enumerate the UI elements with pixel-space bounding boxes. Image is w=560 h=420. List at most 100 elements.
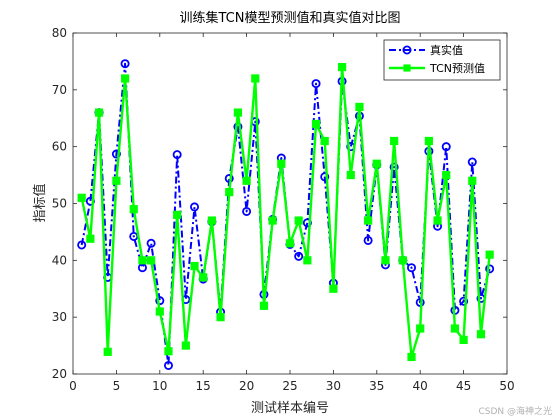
data-point (190, 202, 200, 212)
data-point (164, 347, 173, 356)
x-tick-label: 25 (282, 379, 297, 393)
data-point (468, 176, 477, 185)
legend-item: 真实值 (389, 43, 463, 57)
data-point (294, 216, 303, 225)
legend-box (383, 39, 501, 81)
watermark: CSDN @海神之光 (478, 405, 552, 417)
x-tick-label: 45 (456, 379, 471, 393)
data-point (181, 341, 190, 350)
legend-items: 真实值 TCN预测值 (389, 43, 485, 75)
data-point (173, 210, 182, 219)
data-point (363, 235, 373, 245)
y-tick-label: 30 (52, 310, 67, 324)
data-point (311, 119, 321, 129)
data-point (416, 324, 425, 333)
legend-label: 真实值 (430, 43, 463, 57)
data-point (120, 74, 130, 83)
data-point (268, 216, 277, 225)
data-point (233, 108, 243, 117)
data-point (147, 256, 156, 265)
y-tick-label: 80 (52, 26, 67, 40)
data-point (77, 240, 87, 250)
data-point (94, 108, 104, 117)
data-point (320, 136, 329, 146)
data-point (407, 352, 416, 362)
data-point (485, 250, 494, 259)
data-point (390, 136, 399, 146)
x-axis-label: 测试样本编号 (251, 401, 329, 416)
data-point (311, 79, 321, 89)
data-point (242, 206, 252, 216)
data-point (450, 324, 460, 333)
data-point (441, 142, 451, 152)
data-point (155, 296, 165, 306)
legend: 真实值 TCN预测值 (383, 39, 501, 81)
x-tick-label: 10 (152, 379, 167, 393)
data-point (459, 335, 468, 344)
chart-title: 训练集TCN模型预测值和真实值对比图 (180, 10, 401, 26)
data-point (337, 63, 347, 72)
data-point (398, 256, 407, 265)
y-tick-label: 70 (52, 83, 67, 97)
x-tick-label: 35 (369, 379, 384, 393)
data-point (442, 170, 451, 180)
y-tick-label: 50 (52, 197, 67, 211)
data-point (146, 238, 156, 248)
data-point (459, 296, 469, 306)
data-point (172, 150, 182, 160)
data-point (207, 216, 216, 225)
legend-item: TCN预测值 (389, 62, 485, 75)
data-point (86, 234, 95, 243)
legend-swatch-marker (402, 45, 412, 55)
data-point (277, 159, 286, 168)
data-point (476, 330, 486, 339)
data-point (381, 256, 390, 265)
data-point (407, 263, 417, 273)
data-point (120, 59, 130, 69)
series-layer (77, 59, 495, 370)
data-point (294, 251, 304, 261)
data-point (199, 273, 208, 282)
legend-label: TCN预测值 (429, 62, 485, 75)
x-tick-label: 50 (499, 379, 514, 393)
data-point (364, 216, 373, 225)
x-tick-label: 5 (113, 379, 121, 393)
x-tick-label: 40 (413, 379, 428, 393)
data-point (216, 313, 225, 322)
data-point (259, 301, 269, 310)
data-point (251, 74, 260, 83)
data-point (111, 149, 121, 159)
data-point (103, 347, 112, 356)
data-point (389, 162, 399, 172)
data-point (77, 193, 86, 202)
data-point (303, 256, 312, 265)
data-point (329, 284, 338, 293)
x-tick-label: 15 (196, 379, 211, 393)
data-point (433, 216, 442, 225)
y-tick-label: 40 (52, 253, 67, 267)
data-point (112, 176, 121, 185)
data-point (372, 159, 381, 168)
x-tick-label: 20 (239, 379, 254, 393)
data-point (242, 176, 251, 185)
data-point (346, 170, 355, 180)
data-point (302, 218, 312, 228)
legend-swatch-marker (403, 64, 411, 72)
data-point (320, 172, 330, 182)
y-tick-label: 60 (52, 140, 67, 154)
y-axis-label: 指标值 (32, 183, 48, 222)
data-point (129, 205, 138, 214)
data-point (190, 261, 199, 271)
x-tick-label: 30 (326, 379, 341, 393)
data-point (155, 307, 164, 316)
axis-ticks: 0 5 10 15 20 25 30 35 40 45 50 20 30 40 50 60 70 80 (52, 26, 515, 393)
data-point (285, 239, 295, 248)
data-point (467, 157, 477, 167)
y-tick-label: 20 (52, 367, 67, 381)
data-point (424, 136, 433, 146)
series-2 (77, 63, 494, 362)
data-point (138, 256, 147, 265)
data-point (163, 360, 173, 370)
data-point (355, 102, 364, 111)
